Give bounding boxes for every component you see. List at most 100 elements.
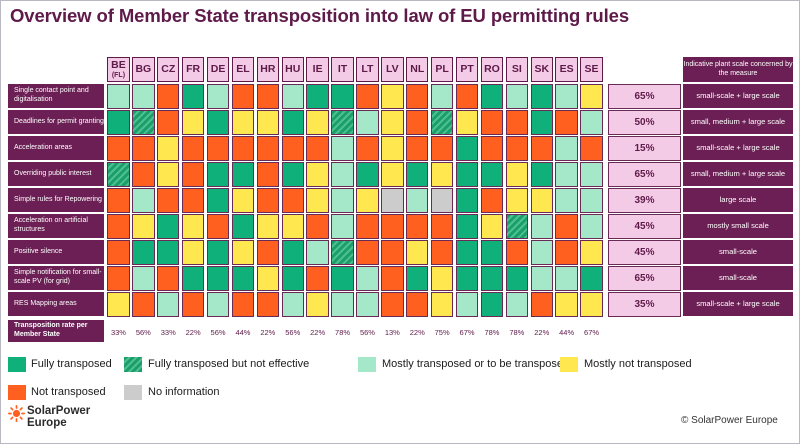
row-label: Single contact point and digitalisation — [8, 84, 104, 108]
member-state-rate-value: 67% — [584, 327, 600, 337]
heatmap-cell — [406, 292, 429, 317]
country-code: IE — [312, 63, 323, 76]
country-header-hr: HR — [256, 57, 280, 82]
heatmap-cell — [430, 110, 454, 135]
heatmap-cell — [555, 84, 578, 109]
heatmap-cell — [455, 188, 479, 213]
country-header-pl: PL — [430, 57, 454, 82]
member-state-rate: 56% — [356, 320, 378, 344]
scale-header-text: Indicative plant scale concerned by the … — [683, 60, 793, 77]
heatmap-cell — [331, 292, 354, 317]
row-label-text: RES Mapping areas — [14, 299, 77, 307]
heatmap-cell — [256, 240, 280, 265]
row-label-text: Acceleration areas — [14, 143, 72, 151]
dimension-rate-value: 45% — [634, 221, 655, 232]
country-code: FR — [186, 63, 201, 76]
heatmap-cell — [356, 188, 379, 213]
dimension-rate-value: 15% — [634, 143, 655, 154]
heatmap-cell — [381, 136, 404, 161]
heatmap-cell — [231, 136, 255, 161]
heatmap-cell — [231, 292, 255, 317]
heatmap-cell — [356, 214, 379, 239]
heatmap-cell — [256, 292, 280, 317]
heatmap-cell — [306, 240, 329, 265]
heatmap-cell — [430, 292, 454, 317]
member-state-rate: 22% — [406, 320, 428, 344]
country-header-si: SI — [505, 57, 529, 82]
heatmap-cell — [181, 188, 205, 213]
heatmap-cell — [555, 110, 578, 135]
heatmap-cell — [505, 240, 529, 265]
heatmap-cell — [281, 188, 304, 213]
heatmap-cell — [281, 162, 304, 187]
plant-scale-text: small-scale — [719, 247, 757, 257]
heatmap-cell — [455, 292, 479, 317]
heatmap-cell — [406, 214, 429, 239]
member-state-rate-value: 67% — [459, 327, 475, 337]
heatmap-cell — [381, 84, 404, 109]
heatmap-cell — [430, 84, 454, 109]
heatmap-cell — [281, 136, 304, 161]
heatmap-cell — [256, 110, 280, 135]
country-header-pt: PT — [455, 57, 479, 82]
country-header-cz: CZ — [157, 57, 180, 82]
member-state-rate-value: 75% — [434, 327, 450, 337]
heatmap-cell — [480, 240, 504, 265]
member-state-rate-value: 22% — [534, 327, 550, 337]
member-state-rate: 78% — [331, 320, 353, 344]
heatmap-cell — [530, 240, 553, 265]
row-label-text: Single contact point and digitalisation — [14, 87, 89, 103]
heatmap-cell — [157, 266, 180, 291]
plant-scale-text: large scale — [719, 195, 757, 205]
plant-scale: small-scale + large scale — [683, 84, 793, 108]
member-state-rate: 56% — [132, 320, 154, 344]
heatmap-cell — [430, 162, 454, 187]
heatmap-cell — [181, 136, 205, 161]
heatmap-cell — [132, 162, 155, 187]
heatmap-cell — [107, 110, 130, 135]
legend-label: Fully transposed but not effective — [148, 358, 310, 370]
heatmap-cell — [132, 214, 155, 239]
heatmap-cell — [455, 162, 479, 187]
heatmap-cell — [356, 84, 379, 109]
heatmap-cell — [455, 214, 479, 239]
heatmap-cell — [231, 84, 255, 109]
heatmap-cell — [580, 240, 603, 265]
heatmap-cell — [580, 162, 603, 187]
heatmap-cell — [256, 188, 280, 213]
heatmap-cell — [356, 292, 379, 317]
row-label: Acceleration on artificial structures — [8, 214, 104, 238]
heatmap-cell — [505, 162, 529, 187]
dimension-rate: 35% — [608, 292, 681, 317]
member-state-rate: 67% — [580, 320, 602, 344]
legend-swatch-not — [8, 385, 26, 400]
member-state-rate: 22% — [531, 320, 553, 344]
country-header-es: ES — [555, 57, 578, 82]
heatmap-cell — [480, 188, 504, 213]
legend-swatch-full — [8, 357, 26, 372]
heatmap-cell — [356, 240, 379, 265]
heatmap-cell — [256, 266, 280, 291]
heatmap-cell — [331, 188, 354, 213]
heatmap-cell — [306, 84, 329, 109]
row-label: RES Mapping areas — [8, 292, 104, 316]
heatmap-cell — [331, 84, 354, 109]
scale-column-header: Indicative plant scale concerned by the … — [683, 57, 793, 82]
country-code: LV — [386, 63, 399, 76]
heatmap-cell — [406, 136, 429, 161]
heatmap-cell — [157, 110, 180, 135]
plant-scale: small, medium + large scale — [683, 162, 793, 186]
heatmap-cell — [256, 136, 280, 161]
heatmap-cell — [206, 84, 230, 109]
heatmap-cell — [231, 188, 255, 213]
heatmap-cell — [132, 292, 155, 317]
member-state-rate: 67% — [456, 320, 478, 344]
heatmap-cell — [331, 240, 354, 265]
heatmap-cell — [331, 214, 354, 239]
heatmap-cell — [157, 240, 180, 265]
heatmap-cell — [580, 292, 603, 317]
member-state-rate: 22% — [257, 320, 279, 344]
member-state-rate-value: 22% — [310, 327, 326, 337]
member-state-rate-value: 56% — [359, 327, 375, 337]
heatmap-cell — [231, 266, 255, 291]
